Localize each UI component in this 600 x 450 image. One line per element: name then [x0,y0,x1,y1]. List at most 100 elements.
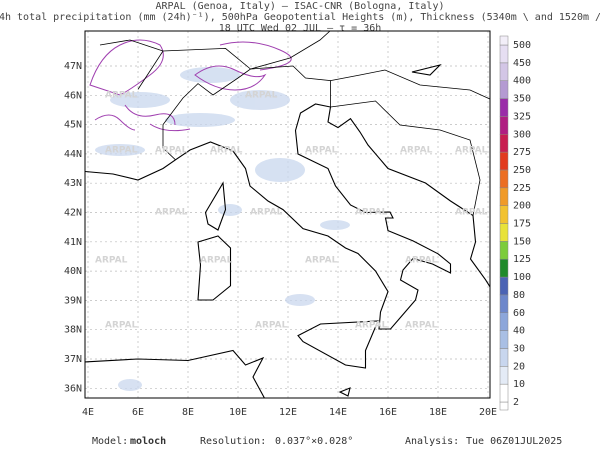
colorbar-box [499,116,509,135]
lat-label: 40N [64,266,82,277]
colorbar-box [499,151,509,171]
watermark: ARPAL [455,146,488,156]
colorbar-label: 100 [513,272,531,283]
colorbar-label: 225 [513,183,531,194]
lat-label: 39N [64,295,82,306]
colorbar-label: 450 [513,58,531,69]
colorbar-label: 80 [513,290,525,301]
colorbar-box [499,44,509,64]
footer-label: Resolution: [200,436,266,447]
watermark: ARPAL [105,91,138,101]
lat-label: 46N [64,90,82,101]
colorbar-box [499,312,509,331]
lat-label: 47N [64,61,82,72]
watermark: ARPAL [355,321,388,331]
watermark: ARPAL [400,146,433,156]
colorbar-label: 400 [513,76,531,87]
colorbar-label: 250 [513,165,531,176]
watermark: ARPAL [305,146,338,156]
lat-label: 43N [64,178,82,189]
lat-label: 45N [64,120,82,131]
colorbar-box [499,169,509,189]
colorbar: 2 10 20 30 40 60 80 100 125 150 175 200 225 250 275 300… [499,35,531,411]
lat-label: 36N [64,383,82,394]
colorbar-box [499,276,509,296]
map-frame [84,30,491,399]
colorbar-box [499,348,509,367]
colorbar-label: 40 [513,326,525,337]
colorbar-label: 2 [513,397,519,408]
lon-label: 6E [132,407,144,418]
lon-label: 16E [379,407,397,418]
colorbar-label: 300 [513,129,531,140]
colorbar-box [499,258,509,278]
lon-label: 14E [329,407,347,418]
watermark: ARPAL [455,208,488,218]
colorbar-box [499,401,509,411]
lat-label: 42N [64,208,82,219]
watermark: ARPAL [105,321,138,331]
colorbar-box [499,62,509,81]
watermark: ARPAL [355,208,388,218]
lat-label: 37N [64,354,82,365]
lat-label: 44N [64,149,82,160]
header-line: 18 UTC Wed 02 JUL – τ = 36h [219,23,382,34]
colorbar-box [499,98,509,117]
map: ARPAL ARPAL ARPAL ARPAL ARPAL ARPAL ARPAL ARPAL… [84,30,491,399]
colorbar-box [499,294,509,313]
lat-label: 38N [64,325,82,336]
colorbar-box [499,383,509,403]
watermark: ARPAL [105,146,138,156]
colorbar-label: 350 [513,94,531,105]
colorbar-label: 150 [513,236,531,247]
watermark: ARPAL [405,321,438,331]
watermark: ARPAL [245,91,278,101]
colorbar-label: 275 [513,147,531,158]
watermark: ARPAL [95,256,128,266]
watermark: ARPAL [405,256,438,266]
colorbar-box [499,223,509,242]
watermark: ARPAL [255,321,288,331]
header-line: 24h total precipitation (mm (24h)⁻¹), 50… [0,12,600,23]
colorbar-label: 325 [513,111,531,122]
lon-label: 10E [229,407,247,418]
footer-label: Analysis: [405,436,459,447]
colorbar-label: 175 [513,219,531,230]
colorbar-box [499,35,509,46]
precipitation [95,67,350,391]
watermark: ARPAL [250,208,283,218]
lon-label: 20E [479,407,497,418]
watermark: ARPAL [155,146,188,156]
footer-value: Tue 06Z01JUL2025 [466,436,562,447]
colorbar-label: 125 [513,254,531,265]
colorbar-label: 10 [513,379,525,390]
footer-label: Model: [92,436,128,447]
lon-label: 4E [82,407,94,418]
footer-value: 0.037°×0.028° [275,436,353,447]
colorbar-label: 20 [513,361,525,372]
contours [89,39,292,132]
lon-label: 12E [279,407,297,418]
watermark: ARPAL [305,256,338,266]
lon-label: 8E [182,407,194,418]
colorbar-box [499,80,509,99]
borders [99,31,490,216]
colorbar-box [499,241,509,260]
colorbar-box [499,205,509,224]
watermark: ARPAL [200,256,233,266]
watermark: ARPAL [155,208,188,218]
coastlines [85,63,490,398]
watermarks: ARPAL ARPAL ARPAL ARPAL ARPAL ARPAL ARPAL ARPAL… [95,91,488,331]
lon-label: 18E [429,407,447,418]
colorbar-box [499,187,509,206]
colorbar-label: 200 [513,201,531,212]
colorbar-box [499,366,509,385]
lat-label: 41N [64,237,82,248]
colorbar-box [499,134,509,153]
colorbar-label: 30 [513,343,525,354]
footer-value: moloch [130,436,166,447]
colorbar-label: 60 [513,308,525,319]
colorbar-box [499,330,509,349]
colorbar-label: 500 [513,40,531,51]
